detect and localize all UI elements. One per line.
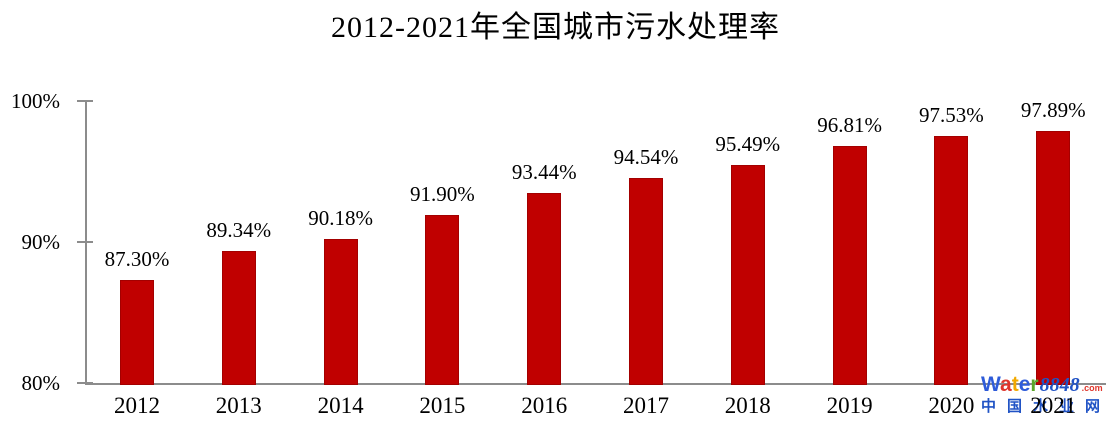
value-label-2017: 94.54% [613,144,679,169]
bar-2018 [730,164,765,385]
watermark-letter-t: t [1011,373,1019,396]
x-tick-label-2014: 2014 [317,393,364,418]
watermark-letter-W: W [981,373,1001,396]
value-label-2020: 97.53% [919,102,984,127]
value-label-2016: 93.44% [511,160,577,185]
bar-2014 [323,239,358,385]
y-tick-label-90: 90% [21,230,61,254]
x-tick-label-2021: 2021 [1030,393,1077,418]
value-label-2012: 87.30% [104,247,170,272]
bar-2016 [527,193,562,385]
x-tick-label-2018: 2018 [724,393,771,418]
x-tick-label-2019: 2019 [826,393,873,418]
watermark-letter-a: a [1000,373,1012,396]
x-tick-label-2015: 2015 [419,393,466,418]
bar-2020 [934,135,969,385]
watermark-letter-e: e [1018,373,1031,396]
bar-2012 [120,280,154,385]
value-label-2021: 97.89% [1020,97,1086,122]
bar-2019 [832,145,867,385]
chart-title: 2012-2021年全国城市污水处理率 [331,11,780,44]
y-tick-80 [77,382,93,384]
bar-2021 [1036,130,1071,385]
watermark-dotcom: .com [1081,383,1103,393]
value-label-2014: 90.18% [308,206,373,231]
value-label-2015: 91.90% [410,182,475,207]
x-tick-label-2013: 2013 [215,393,262,418]
value-label-2013: 89.34% [206,218,272,243]
x-tick-label-2017: 2017 [623,393,669,418]
y-tick-label-80: 80% [21,371,61,395]
watermark-brand-water: Water [981,374,1039,395]
bar-2013 [221,251,256,385]
watermark-logo: Water8848 .com [981,374,1111,396]
x-tick-label-2016: 2016 [521,393,568,418]
watermark-subtitle: 中国水业网 [981,398,1111,415]
y-tick-label-100: 100% [11,89,60,113]
x-tick-label-2020: 2020 [928,393,975,418]
value-label-2018: 95.49% [715,131,781,156]
watermark: Water8848 .com 中国水业网 [981,374,1111,414]
y-tick-100 [77,100,93,102]
bar-2017 [629,177,663,385]
x-tick-label-2012: 2012 [114,393,160,418]
watermark-letter-r: r [1030,373,1039,396]
value-label-2019: 96.81% [817,112,882,137]
x-axis-line [85,383,1106,385]
y-axis-line [85,101,87,385]
watermark-number-8848: 8848 [1039,374,1080,396]
bar-2015 [425,215,460,385]
y-tick-90 [77,241,93,243]
